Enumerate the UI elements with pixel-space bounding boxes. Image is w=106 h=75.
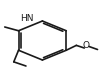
Text: O: O	[83, 41, 90, 50]
Text: HN: HN	[20, 14, 34, 23]
